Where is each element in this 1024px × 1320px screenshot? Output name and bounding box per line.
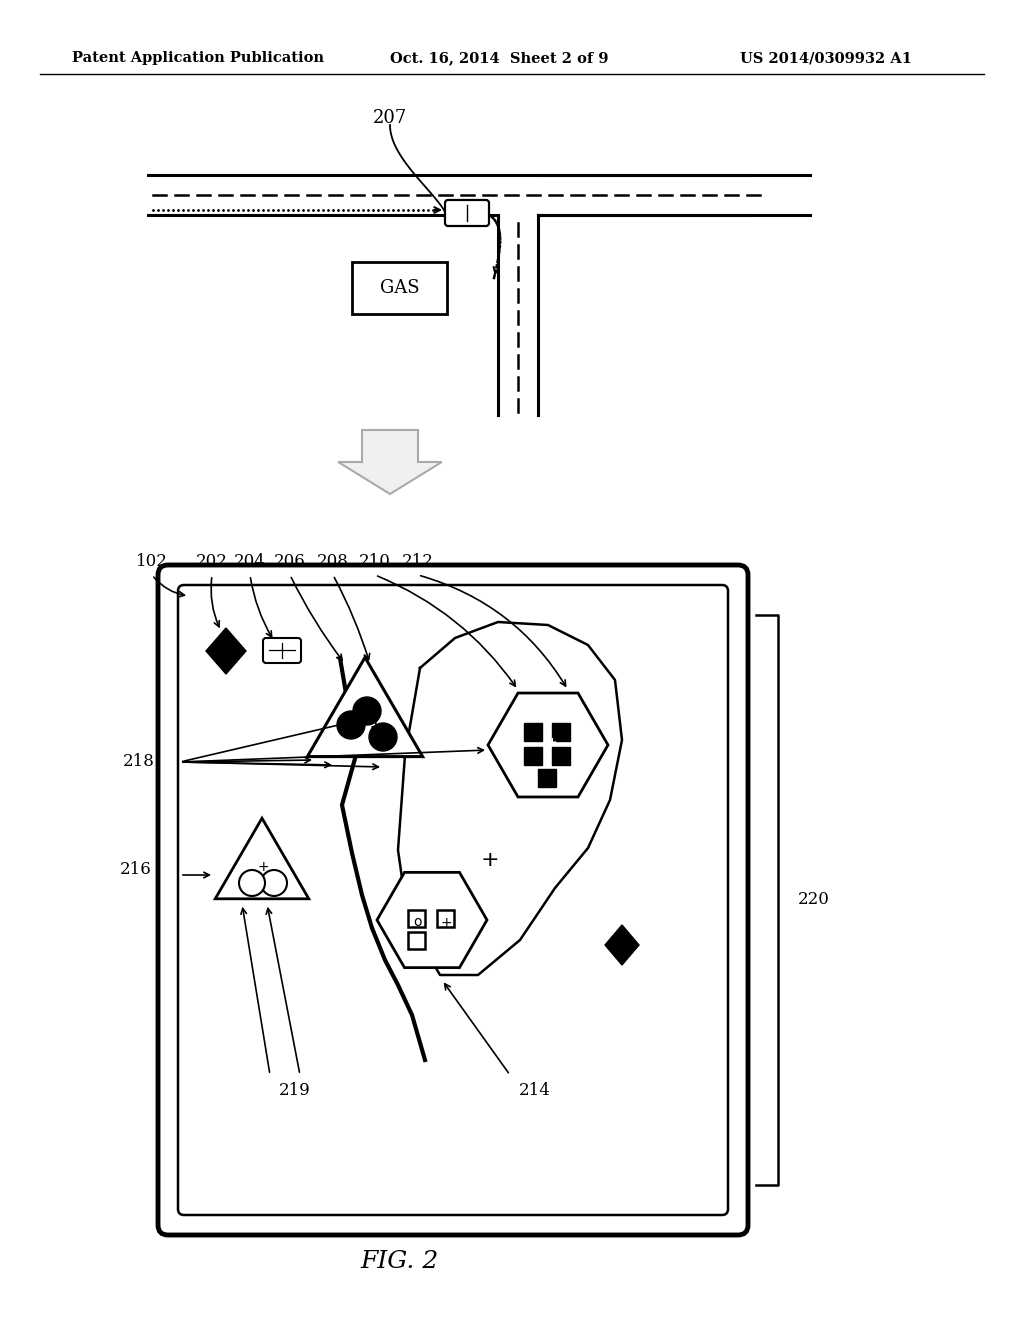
Polygon shape bbox=[605, 925, 639, 965]
Text: +: + bbox=[440, 916, 452, 931]
Bar bbox=[552, 747, 570, 766]
FancyBboxPatch shape bbox=[158, 565, 748, 1236]
Bar bbox=[552, 723, 570, 741]
Bar bbox=[437, 909, 454, 927]
Text: GAS: GAS bbox=[380, 279, 419, 297]
Polygon shape bbox=[206, 628, 246, 675]
FancyBboxPatch shape bbox=[263, 638, 301, 663]
Text: o: o bbox=[413, 915, 421, 929]
Text: 219: 219 bbox=[280, 1082, 311, 1100]
Text: 204: 204 bbox=[234, 553, 266, 570]
Circle shape bbox=[239, 870, 265, 896]
Polygon shape bbox=[377, 873, 487, 968]
Bar bbox=[524, 747, 542, 766]
Text: US 2014/0309932 A1: US 2014/0309932 A1 bbox=[740, 51, 912, 65]
Polygon shape bbox=[215, 818, 309, 899]
Polygon shape bbox=[338, 430, 441, 494]
Text: +: + bbox=[480, 850, 500, 870]
Text: 102: 102 bbox=[136, 553, 168, 570]
Text: +: + bbox=[547, 737, 557, 750]
Text: 216: 216 bbox=[120, 862, 152, 879]
Text: 210: 210 bbox=[359, 553, 391, 570]
Text: +: + bbox=[257, 861, 269, 874]
Text: 207: 207 bbox=[373, 110, 408, 127]
Text: 202: 202 bbox=[196, 553, 228, 570]
Circle shape bbox=[353, 697, 381, 725]
Text: 212: 212 bbox=[402, 553, 434, 570]
Text: 220: 220 bbox=[798, 891, 829, 908]
Bar bbox=[408, 909, 425, 927]
Bar bbox=[524, 723, 542, 741]
FancyBboxPatch shape bbox=[445, 201, 489, 226]
Text: Patent Application Publication: Patent Application Publication bbox=[72, 51, 324, 65]
Text: 214: 214 bbox=[519, 1082, 551, 1100]
Text: 206: 206 bbox=[274, 553, 306, 570]
Text: FIG. 2: FIG. 2 bbox=[360, 1250, 439, 1274]
Polygon shape bbox=[488, 693, 608, 797]
Circle shape bbox=[261, 870, 287, 896]
Bar bbox=[408, 932, 425, 949]
Circle shape bbox=[369, 723, 397, 751]
FancyBboxPatch shape bbox=[178, 585, 728, 1214]
Polygon shape bbox=[307, 657, 423, 756]
Text: 218: 218 bbox=[123, 754, 155, 771]
Bar bbox=[538, 770, 556, 787]
Text: +: + bbox=[370, 719, 381, 734]
Bar bbox=[352, 261, 447, 314]
Circle shape bbox=[337, 711, 365, 739]
Text: Oct. 16, 2014  Sheet 2 of 9: Oct. 16, 2014 Sheet 2 of 9 bbox=[390, 51, 608, 65]
Text: 208: 208 bbox=[317, 553, 349, 570]
